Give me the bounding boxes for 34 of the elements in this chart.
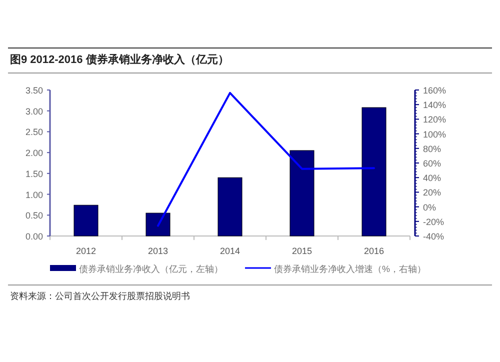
y2-tick-label: 80% <box>423 144 442 154</box>
bar <box>362 107 386 236</box>
legend-label: 债券承销业务净收入（亿元，左轴） <box>79 264 223 274</box>
y-tick-label: 0.00 <box>25 232 43 242</box>
x-tick-label: 2013 <box>148 246 168 256</box>
y2-tick-label: 20% <box>423 188 442 198</box>
x-tick-label: 2012 <box>76 246 96 256</box>
y2-tick-label: -40% <box>423 232 444 242</box>
legend-label: 债券承销业务净收入增速（%，右轴） <box>274 264 426 274</box>
y-tick-label: 1.00 <box>25 190 43 200</box>
x-tick-label: 2015 <box>292 246 312 256</box>
bar <box>218 177 242 236</box>
y-tick-label: 2.50 <box>25 127 43 138</box>
line-series <box>157 92 375 227</box>
y-tick-label: 3.00 <box>25 106 43 116</box>
y-tick-label: 1.50 <box>25 168 43 179</box>
chart-title: 图9 2012-2016 债券承销业务净收入（亿元） <box>10 53 229 66</box>
y2-tick-label: 160% <box>423 86 446 96</box>
bar <box>146 212 170 236</box>
y2-tick-label: 100% <box>423 129 446 140</box>
bar <box>290 150 314 236</box>
bar <box>74 204 98 236</box>
y2-tick-label: -20% <box>423 216 444 227</box>
y-tick-label: 3.50 <box>25 86 43 96</box>
y2-tick-label: 60% <box>423 158 442 168</box>
x-tick-label: 2014 <box>220 246 240 256</box>
text: 资料来源：公司首次公开发行股票招股说明书 <box>10 291 190 301</box>
y2-tick-label: 40% <box>423 173 442 184</box>
y2-tick-label: 120% <box>423 114 446 125</box>
y2-tick-label: 140% <box>423 100 446 110</box>
x-tick-label: 2016 <box>364 246 384 256</box>
y-tick-label: 0.50 <box>25 210 43 221</box>
y-tick-label: 2.00 <box>25 148 43 158</box>
y2-tick-label: 0% <box>423 202 436 212</box>
